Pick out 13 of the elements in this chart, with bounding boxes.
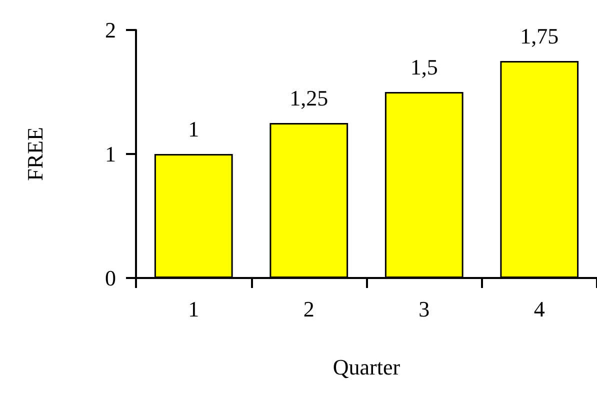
x-tick-label: 4 (534, 296, 545, 322)
data-label: 1,25 (290, 86, 328, 110)
y-tick-label: 2 (105, 18, 116, 42)
data-label: 1,75 (520, 24, 559, 48)
y-axis-title: FREE (22, 127, 48, 181)
x-tick-label: 2 (303, 296, 314, 322)
data-label: 1,5 (410, 54, 438, 80)
x-tick-label: 3 (418, 296, 430, 322)
y-tick-label: 0 (105, 266, 116, 290)
y-tick-label: 1 (105, 142, 116, 166)
x-axis-title: Quarter (332, 354, 401, 380)
data-label: 1 (188, 116, 200, 142)
x-tick-label: 1 (188, 296, 200, 322)
